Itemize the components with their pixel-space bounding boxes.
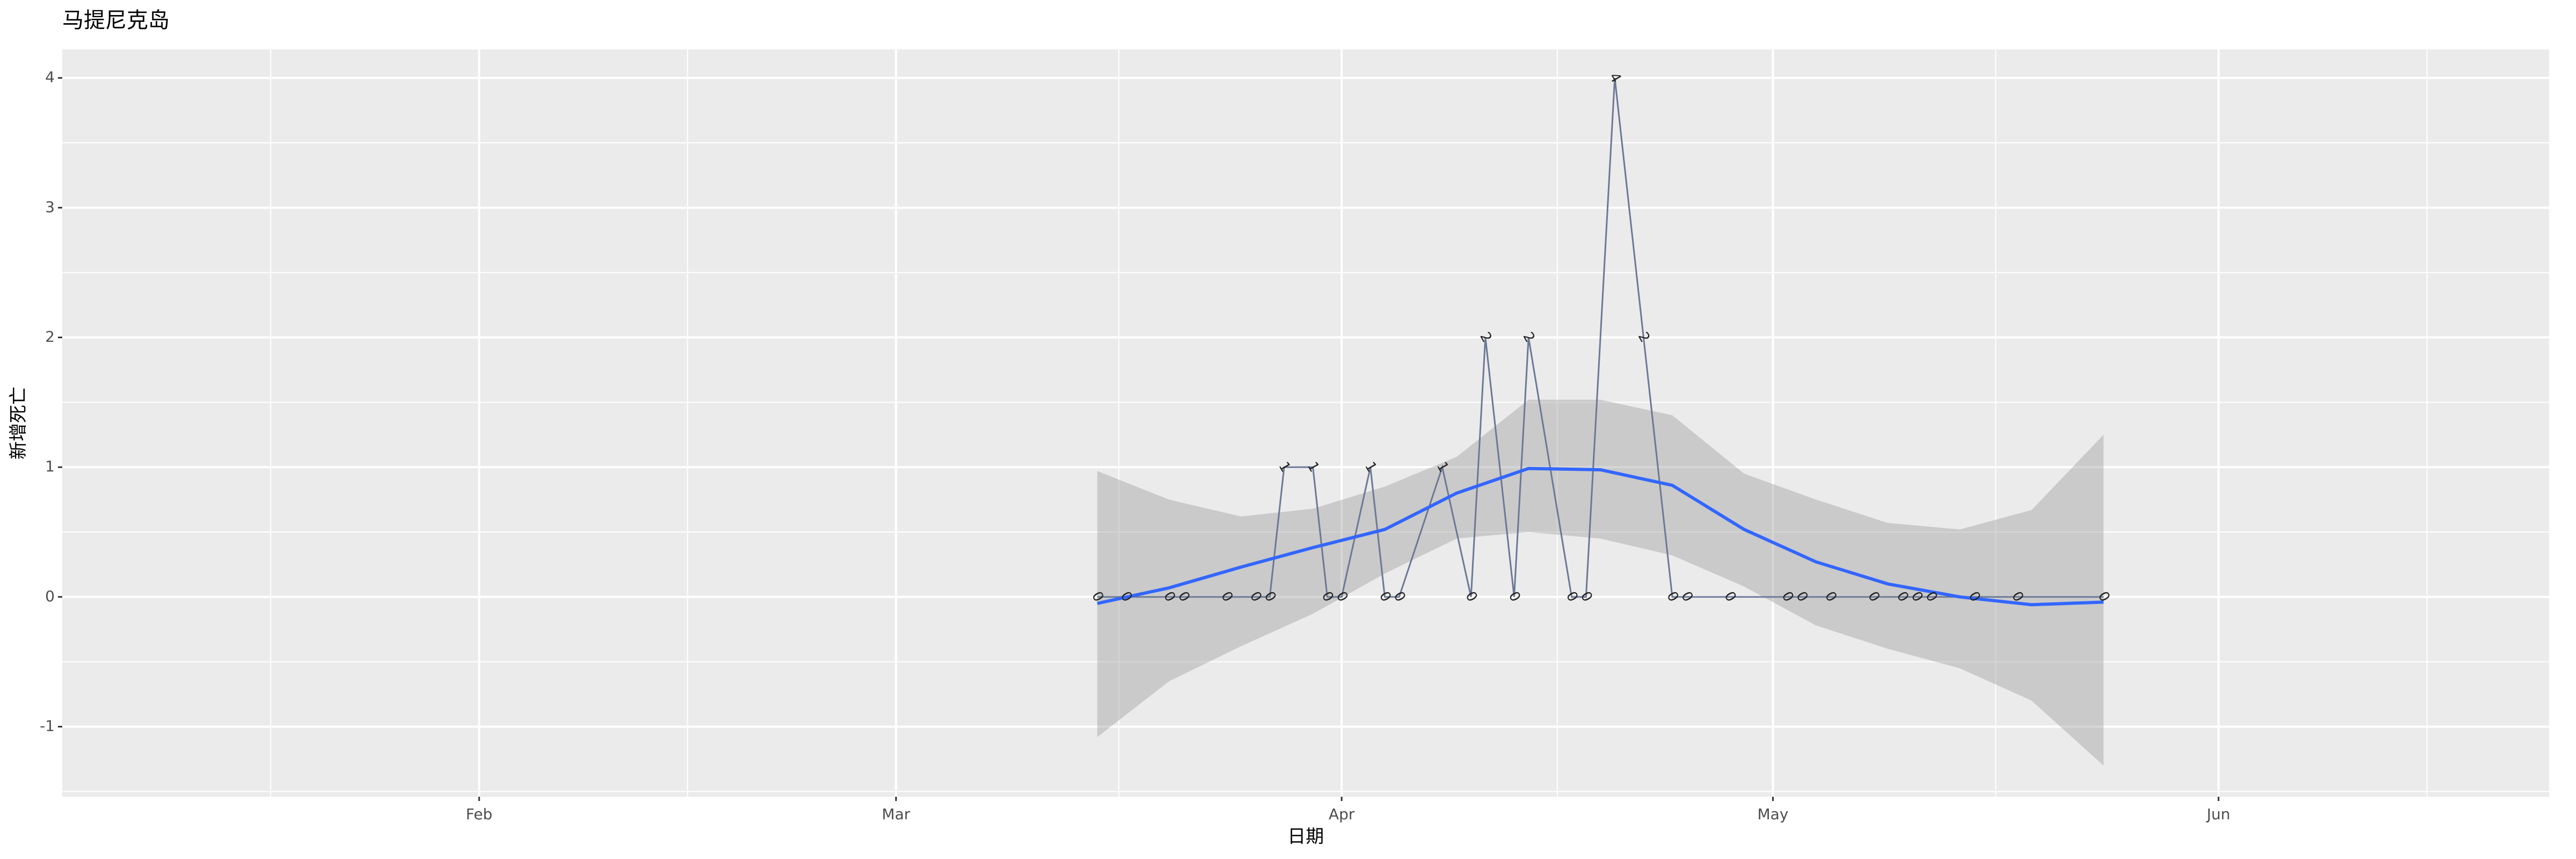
y-axis-title: 新增死亡 [8,387,30,460]
chart-title: 马提尼克岛 [62,8,170,33]
x-tick-label: Mar [882,805,910,823]
data-line [1097,78,2104,598]
y-tick-label: -1 [40,717,55,735]
x-tick-label: Jun [2206,805,2230,823]
panel [62,49,2549,797]
grid [58,49,2549,801]
y-tick-label: 2 [45,328,55,346]
x-tick-label: May [1758,805,1789,823]
y-tick-label: 4 [45,68,55,86]
y-tick-label: 1 [45,457,55,475]
y-tick-label: 0 [45,587,55,605]
smooth-line [1096,467,2104,607]
confidence-band [1097,399,2104,766]
x-axis-title: 日期 [1287,826,1324,848]
y-tick-label: 3 [45,198,55,216]
x-tick-label: Feb [466,805,493,823]
x-tick-label: Apr [1329,805,1355,823]
